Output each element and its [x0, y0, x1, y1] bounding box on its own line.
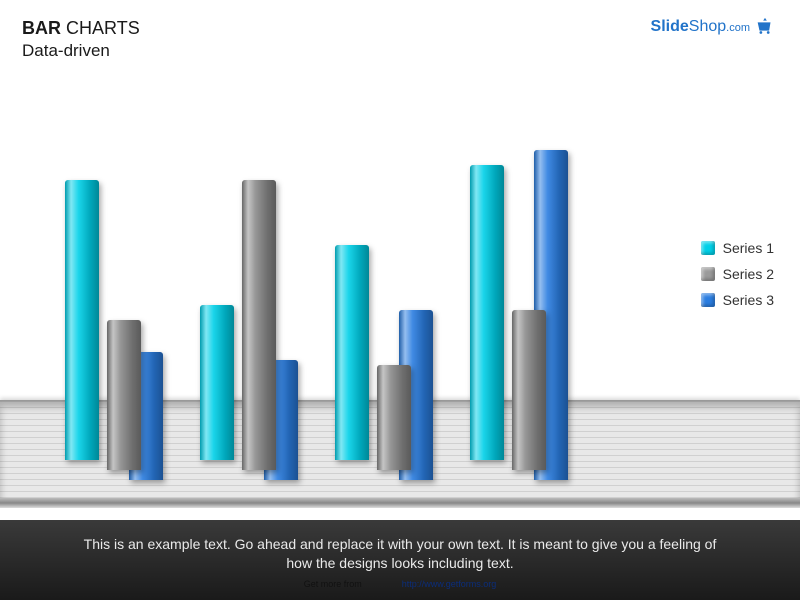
bar-group: [200, 170, 302, 460]
legend-label: Series 2: [723, 266, 774, 282]
footer-sub-left: Get more from: [304, 579, 362, 589]
bar: [242, 180, 276, 470]
slide-title: BAR CHARTS: [22, 18, 140, 39]
bar: [470, 165, 504, 460]
legend-label: Series 1: [723, 240, 774, 256]
slide-header: BAR CHARTS Data-driven: [22, 18, 140, 61]
legend-item-series1: Series 1: [701, 240, 774, 256]
logo-text: SlideShop.com: [651, 18, 750, 36]
bar: [512, 310, 546, 470]
bar: [200, 305, 234, 460]
bar-group: [470, 130, 572, 460]
legend-swatch: [701, 241, 715, 255]
slideshop-logo: SlideShop.com: [651, 16, 776, 38]
bar-groups: [30, 120, 670, 460]
slide-subtitle: Data-driven: [22, 41, 140, 61]
chart-platform-edge: [0, 498, 800, 508]
legend-label: Series 3: [723, 292, 774, 308]
footer-subtext: Get more from http://www.getforms.org: [304, 579, 497, 589]
cart-icon: [754, 16, 776, 38]
chart-legend: Series 1 Series 2 Series 3: [701, 240, 774, 308]
bar: [377, 365, 411, 470]
bar-chart: [30, 80, 670, 500]
slide-footer: This is an example text. Go ahead and re…: [0, 520, 800, 600]
legend-item-series3: Series 3: [701, 292, 774, 308]
bar: [107, 320, 141, 470]
bar: [335, 245, 369, 460]
bar: [65, 180, 99, 460]
bar-group: [335, 245, 437, 460]
legend-swatch: [701, 293, 715, 307]
legend-swatch: [701, 267, 715, 281]
title-bold: BAR: [22, 18, 61, 38]
legend-item-series2: Series 2: [701, 266, 774, 282]
title-rest: CHARTS: [66, 18, 140, 38]
bar-group: [65, 180, 167, 460]
footer-text: This is an example text. Go ahead and re…: [80, 535, 720, 573]
footer-sub-right: http://www.getforms.org: [402, 579, 497, 589]
